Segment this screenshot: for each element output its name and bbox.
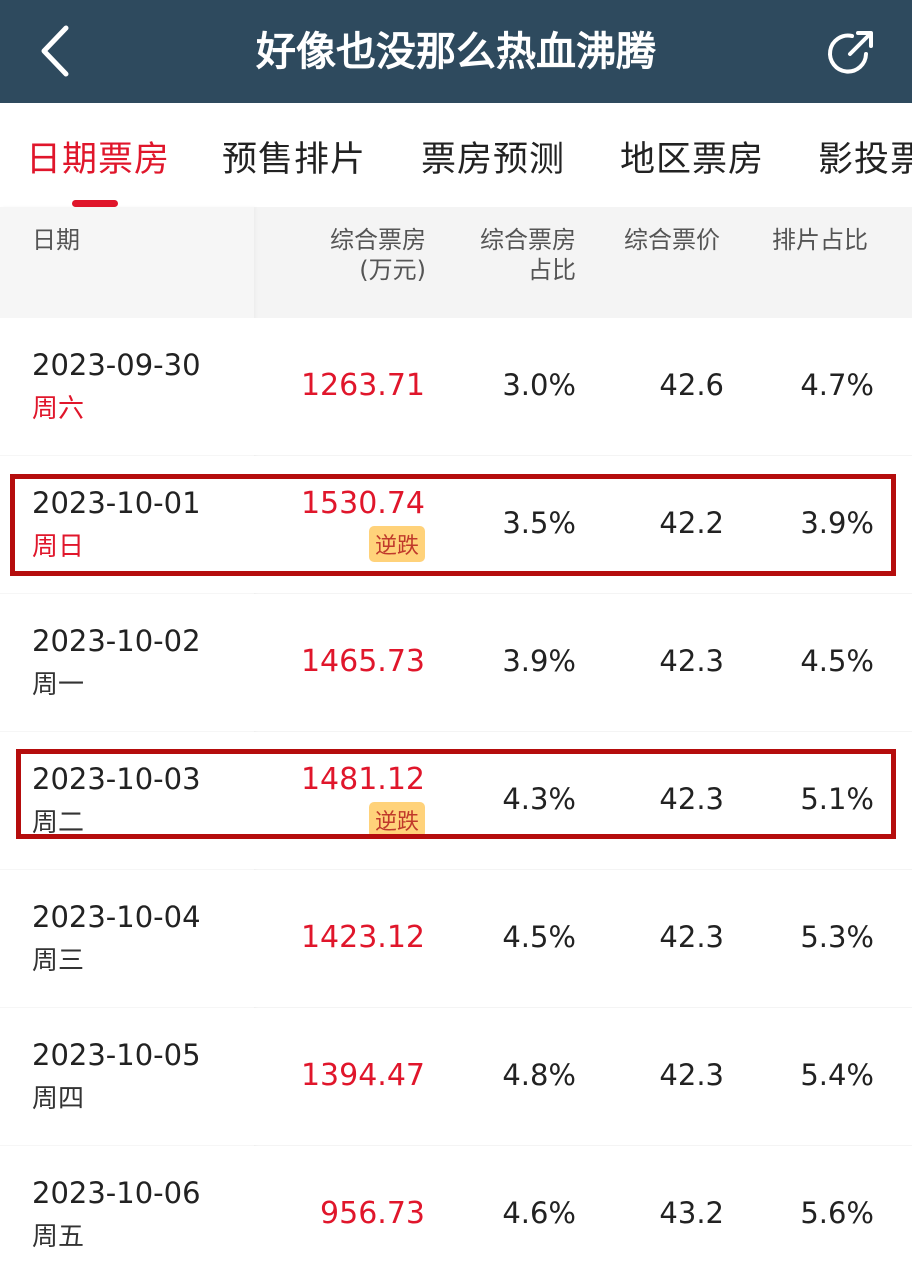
tab-presale-schedule[interactable]: 预售排片 bbox=[222, 140, 367, 180]
row-weekday: 周四 bbox=[32, 1084, 85, 1114]
table-row[interactable]: 2023-10-04 周三 1423.12 4.5% 42.3 5.3% bbox=[0, 870, 912, 1007]
page-title: 好像也没那么热血沸腾 bbox=[256, 29, 656, 75]
row-box-office: 1423.12 bbox=[300, 920, 425, 955]
row-screen-ratio: 5.1% bbox=[800, 782, 874, 816]
chevron-left-icon[interactable] bbox=[34, 24, 78, 78]
row-date: 2023-10-01 bbox=[32, 486, 201, 520]
col-header-box-office-line1: 综合票房 bbox=[330, 226, 426, 254]
row-date: 2023-10-02 bbox=[32, 624, 201, 658]
row-date: 2023-10-06 bbox=[32, 1176, 201, 1210]
col-header-box-office-line2: (万元) bbox=[359, 256, 426, 284]
row-avg-price: 42.2 bbox=[659, 506, 724, 540]
reversal-badge: 逆跌 bbox=[368, 526, 425, 562]
table-row[interactable]: 2023-10-02 周一 1465.73 3.9% 42.3 4.5% bbox=[0, 594, 912, 731]
col-header-avg-price[interactable]: 综合票价 bbox=[624, 226, 720, 254]
row-date: 2023-09-30 bbox=[32, 348, 201, 382]
tab-regional-box-office[interactable]: 地区票房 bbox=[620, 140, 765, 180]
row-box-office: 1481.12 bbox=[300, 762, 425, 797]
active-tab-indicator bbox=[72, 200, 118, 207]
row-date: 2023-10-04 bbox=[32, 900, 201, 934]
tab-investment[interactable]: 影投票 bbox=[818, 140, 912, 180]
row-box-office: 1530.74 bbox=[300, 486, 425, 521]
row-screen-ratio: 5.4% bbox=[800, 1058, 874, 1092]
col-header-share-line2: 占比 bbox=[528, 256, 576, 284]
tab-daily-box-office[interactable]: 日期票房 bbox=[26, 140, 171, 180]
row-share: 4.3% bbox=[502, 782, 576, 816]
table-header: 日期 综合票房 (万元) 综合票房 占比 综合票价 排片占比 bbox=[0, 207, 912, 297]
row-avg-price: 42.3 bbox=[659, 920, 724, 954]
row-date: 2023-10-03 bbox=[32, 762, 201, 796]
col-header-screen-ratio[interactable]: 排片占比 bbox=[772, 226, 868, 254]
row-box-office: 1394.47 bbox=[300, 1058, 425, 1093]
row-screen-ratio: 3.9% bbox=[800, 506, 874, 540]
row-box-office: 1465.73 bbox=[300, 644, 425, 679]
row-weekday: 周日 bbox=[32, 532, 85, 562]
reversal-badge: 逆跌 bbox=[368, 802, 425, 838]
row-weekday: 周一 bbox=[32, 670, 85, 700]
row-box-office: 1263.71 bbox=[300, 368, 425, 403]
row-share: 4.8% bbox=[502, 1058, 576, 1092]
highlight-box-oct-03 bbox=[16, 749, 896, 839]
table-row[interactable]: 2023-10-03 周二 1481.12 逆跌 4.3% 42.3 5.1% bbox=[0, 732, 912, 869]
row-avg-price: 42.3 bbox=[659, 782, 724, 816]
row-screen-ratio: 5.6% bbox=[800, 1196, 874, 1230]
col-header-share-line1: 综合票房 bbox=[480, 226, 576, 254]
row-share: 3.5% bbox=[502, 506, 576, 540]
tab-bar: 日期票房 预售排片 票房预测 地区票房 影投票 bbox=[0, 103, 912, 207]
row-share: 3.9% bbox=[502, 644, 576, 678]
table-row[interactable]: 2023-10-06 周五 956.73 4.6% 43.2 5.6% bbox=[0, 1146, 912, 1267]
row-avg-price: 42.3 bbox=[659, 1058, 724, 1092]
col-header-share[interactable]: 综合票房 占比 bbox=[480, 225, 576, 285]
row-date: 2023-10-05 bbox=[32, 1038, 201, 1072]
row-share: 4.5% bbox=[502, 920, 576, 954]
highlight-box-oct-01 bbox=[10, 474, 896, 576]
row-screen-ratio: 4.7% bbox=[800, 368, 874, 402]
table-row[interactable]: 2023-10-05 周四 1394.47 4.8% 42.3 5.4% bbox=[0, 1008, 912, 1145]
row-share: 4.6% bbox=[502, 1196, 576, 1230]
row-avg-price: 43.2 bbox=[659, 1196, 724, 1230]
row-share: 3.0% bbox=[502, 368, 576, 402]
row-avg-price: 42.6 bbox=[659, 368, 724, 402]
row-weekday: 周六 bbox=[32, 394, 85, 424]
col-header-date[interactable]: 日期 bbox=[32, 226, 80, 254]
row-box-office: 956.73 bbox=[320, 1196, 425, 1231]
table-row[interactable]: 2023-09-30 周六 1263.71 3.0% 42.6 4.7% bbox=[0, 318, 912, 455]
top-bar: 好像也没那么热血沸腾 bbox=[0, 0, 912, 103]
tab-box-office-forecast[interactable]: 票房预测 bbox=[421, 140, 566, 180]
row-weekday: 周五 bbox=[32, 1222, 85, 1252]
share-arrow-icon[interactable] bbox=[826, 26, 878, 78]
col-header-box-office[interactable]: 综合票房 (万元) bbox=[330, 225, 426, 285]
row-weekday: 周二 bbox=[32, 808, 85, 838]
row-weekday: 周三 bbox=[32, 946, 85, 976]
row-screen-ratio: 4.5% bbox=[800, 644, 874, 678]
row-screen-ratio: 5.3% bbox=[800, 920, 874, 954]
row-avg-price: 42.3 bbox=[659, 644, 724, 678]
